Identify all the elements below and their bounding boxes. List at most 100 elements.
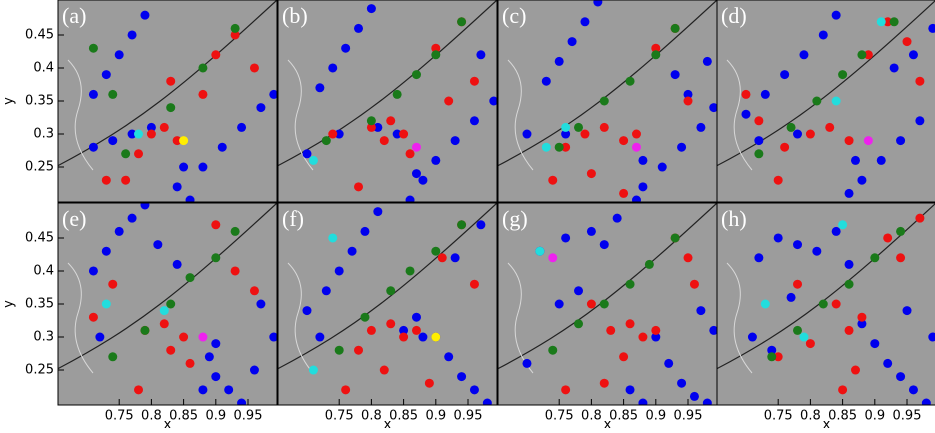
scatter-point <box>806 339 815 348</box>
scatter-point <box>322 286 331 295</box>
y-tick-label: 0.4 <box>33 263 54 278</box>
scatter-point <box>237 399 246 408</box>
scatter-point <box>444 352 453 361</box>
scatter-point <box>832 227 841 236</box>
scatter-point <box>315 333 324 342</box>
scatter-point <box>587 300 596 309</box>
scatter-point <box>373 207 382 216</box>
scatter-point <box>671 70 680 79</box>
scatter-point <box>741 110 750 119</box>
panel: (b) <box>278 0 498 205</box>
scatter-point <box>645 260 654 269</box>
panel-label: (f) <box>282 206 304 231</box>
scatter-point <box>198 385 207 394</box>
scatter-point <box>574 319 583 328</box>
scatter-point <box>360 227 369 236</box>
scatter-point <box>250 366 259 375</box>
y-tick-label: 0.25 <box>25 160 54 175</box>
scatter-point <box>787 293 796 302</box>
scatter-point <box>179 333 188 342</box>
scatter-point <box>780 143 789 152</box>
scatter-point <box>915 116 924 125</box>
scatter-point <box>231 266 240 275</box>
panel-label: (b) <box>282 3 308 28</box>
scatter-point <box>619 352 628 361</box>
scatter-point <box>147 130 156 139</box>
scatter-point <box>354 24 363 33</box>
scatter-point <box>896 253 905 262</box>
scatter-point <box>793 326 802 335</box>
scatter-point <box>431 50 440 59</box>
scatter-point <box>651 50 660 59</box>
scatter-point <box>386 116 395 125</box>
scatter-point <box>173 182 182 191</box>
scatter-point <box>587 169 596 178</box>
scatter-point <box>179 136 188 145</box>
y-tick-label: 0.3 <box>33 127 54 142</box>
scatter-point <box>793 130 802 139</box>
scatter-point <box>638 333 647 342</box>
scatter-point <box>580 130 589 139</box>
panel: (d) <box>717 0 935 202</box>
x-tick-label: 0.9 <box>645 409 666 424</box>
scatter-point <box>140 326 149 335</box>
y-tick-label: 0.25 <box>25 363 54 378</box>
scatter-point <box>632 130 641 139</box>
scatter-point <box>638 182 647 191</box>
scatter-point <box>438 253 447 262</box>
x-tick-label: 0.85 <box>609 409 638 424</box>
scatter-point <box>761 300 770 309</box>
x-tick-label: 0.8 <box>581 409 602 424</box>
scatter-point <box>95 333 104 342</box>
scatter-point <box>418 333 427 342</box>
scatter-point <box>535 247 544 256</box>
scatter-point <box>108 352 117 361</box>
scatter-point <box>600 97 609 106</box>
scatter-point <box>832 97 841 106</box>
scatter-point <box>915 214 924 223</box>
scatter-point <box>166 346 175 355</box>
scatter-point <box>179 163 188 172</box>
scatter-point <box>696 306 705 315</box>
scatter-point <box>838 70 847 79</box>
panel-label: (h) <box>721 206 747 231</box>
scatter-point <box>845 326 854 335</box>
x-tick-label: 0.95 <box>454 409 483 424</box>
x-tick-label: 0.9 <box>425 409 446 424</box>
scatter-point <box>774 176 783 185</box>
scatter-point <box>256 103 265 112</box>
scatter-point <box>883 233 892 242</box>
scatter-point <box>309 366 318 375</box>
scatter-point <box>619 136 628 145</box>
x-tick-label: 0.8 <box>361 409 382 424</box>
scatter-point <box>761 90 770 99</box>
x-axis-label: x <box>164 418 172 429</box>
scatter-point <box>250 286 259 295</box>
scatter-point <box>690 280 699 289</box>
scatter-point <box>160 306 169 315</box>
scatter-point <box>561 123 570 132</box>
scatter-point <box>470 280 479 289</box>
scatter-point <box>476 50 485 59</box>
scatter-point <box>754 136 763 145</box>
scatter-point <box>909 385 918 394</box>
scatter-point <box>451 253 460 262</box>
scatter-point <box>748 333 757 342</box>
y-tick-label: 0.45 <box>25 230 54 245</box>
scatter-point <box>915 77 924 86</box>
scatter-point <box>457 17 466 26</box>
scatter-point <box>211 50 220 59</box>
scatter-point <box>198 63 207 72</box>
scatter-point <box>896 227 905 236</box>
plot-area <box>58 200 278 407</box>
scatter-point <box>632 143 641 152</box>
scatter-point <box>561 385 570 394</box>
scatter-point <box>412 326 421 335</box>
scatter-point <box>548 346 557 355</box>
figure: (a)0.250.30.350.40.45y(b)(c)(d)(e)0.750.… <box>0 0 935 428</box>
scatter-point <box>580 17 589 26</box>
scatter-point <box>638 399 647 408</box>
scatter-point <box>845 260 854 269</box>
scatter-point <box>386 319 395 328</box>
scatter-point <box>741 90 750 99</box>
